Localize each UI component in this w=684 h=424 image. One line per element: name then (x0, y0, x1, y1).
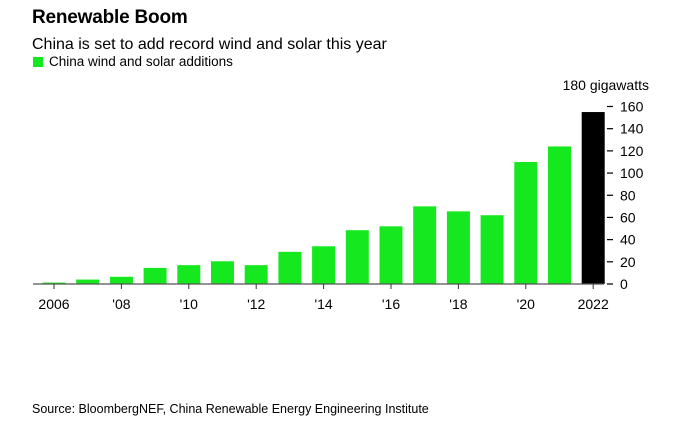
bar-2022 (581, 112, 605, 284)
legend-swatch (33, 56, 43, 67)
legend: China wind and solar additions (33, 54, 233, 69)
x-tick-label: '10 (180, 296, 198, 312)
chart-subtitle: China is set to add record wind and sola… (32, 36, 387, 53)
bars-group (42, 112, 605, 284)
y-axis-ticks: 0 20 40 60 80 100 120 140 160 (607, 99, 644, 292)
x-tick-label: '20 (517, 296, 535, 312)
bar-2016 (379, 226, 403, 284)
bar-2006 (42, 282, 66, 284)
y-tick-label: 100 (620, 165, 644, 181)
source-note: Source: BloombergNEF, China Renewable En… (32, 402, 429, 416)
bar-2015 (345, 230, 369, 284)
bar-2009 (143, 267, 167, 284)
x-axis-ticks: 2006 '08 '10 '12 '14 '16 '18 '20 2022 (38, 284, 609, 312)
y-tick-label: 60 (620, 209, 636, 225)
x-tick-label: '12 (247, 296, 265, 312)
x-tick-label: '16 (382, 296, 400, 312)
x-tick-label: 2022 (578, 296, 609, 312)
x-tick-label: '18 (449, 296, 467, 312)
y-tick-label: 160 (620, 99, 644, 115)
bar-2017 (413, 206, 437, 284)
bar-2008 (109, 276, 133, 284)
y-axis-unit-label: 180 gigawatts (563, 77, 649, 93)
bar-2007 (76, 279, 100, 284)
y-tick-label: 20 (620, 254, 636, 270)
bar-2012 (244, 265, 268, 284)
bar-2019 (480, 215, 504, 284)
y-tick-label: 40 (620, 232, 636, 248)
y-tick-label: 140 (620, 121, 644, 137)
legend-label: China wind and solar additions (49, 54, 233, 69)
bar-2010 (177, 265, 201, 284)
bar-2021 (548, 146, 571, 284)
bar-2011 (211, 261, 234, 284)
bar-2013 (278, 251, 302, 284)
y-tick-label: 80 (620, 187, 636, 203)
x-tick-label: 2006 (38, 296, 69, 312)
chart-title: Renewable Boom (32, 7, 188, 28)
bar-2018 (446, 211, 470, 284)
y-tick-label: 120 (620, 143, 644, 159)
bar-2014 (312, 246, 336, 284)
y-tick-label: 0 (620, 276, 628, 292)
x-tick-label: '08 (112, 296, 130, 312)
x-tick-label: '14 (314, 296, 332, 312)
bar-2020 (514, 161, 538, 284)
